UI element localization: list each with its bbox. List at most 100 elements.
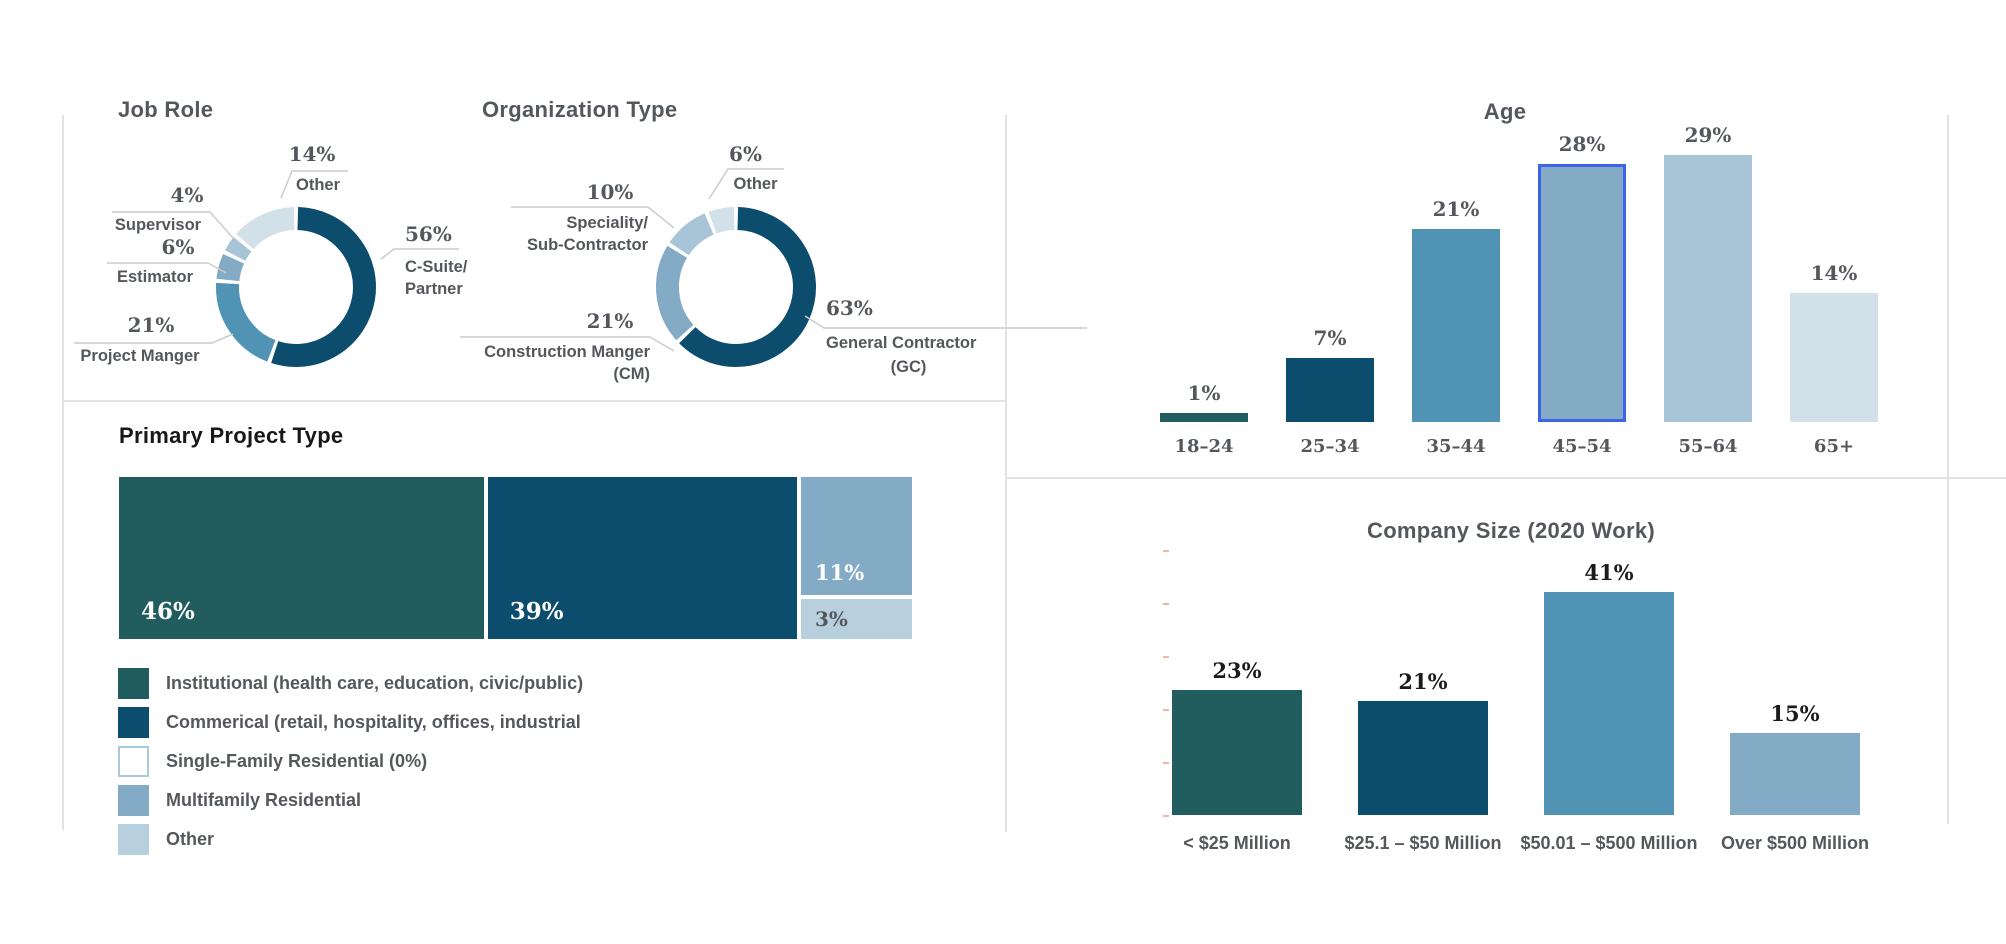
donut-segment-other[interactable] xyxy=(708,207,735,234)
bar-category-label: $25.1 – $50 Million xyxy=(1344,833,1502,853)
donut-segment-construction-manger-cm-[interactable] xyxy=(656,245,694,341)
org-construction-manger-value: 21% xyxy=(586,309,634,333)
primary-project-type-title: Primary Project Type xyxy=(119,423,344,448)
org-speciality-label: Speciality/ Sub-Contractor xyxy=(527,214,648,254)
job-role-c-suite-label: C-Suite/ Partner xyxy=(405,258,468,298)
bar-value-label: 41% xyxy=(1584,560,1634,585)
bar-18-24[interactable] xyxy=(1160,413,1248,422)
bar-45-54[interactable] xyxy=(1538,164,1626,422)
legend-row: Single-Family Residential (0%) xyxy=(118,746,583,777)
donut-segment-estimator[interactable] xyxy=(216,254,245,282)
bar-category-label: 45–54 xyxy=(1552,436,1612,457)
bar-category-label: Over $500 Million xyxy=(1720,833,1870,853)
bar-category-label: 65+ xyxy=(1813,436,1855,457)
bar-category-label: 18–24 xyxy=(1174,436,1234,457)
legend-row: Multifamily Residential xyxy=(118,785,583,816)
organization-type-title: Organization Type xyxy=(482,97,678,122)
primary-project-type-legend: Institutional (health care, education, c… xyxy=(118,668,583,863)
bar--25-million[interactable] xyxy=(1172,690,1302,815)
legend-label: Multifamily Residential xyxy=(166,790,362,810)
legend-label: Institutional (health care, education, c… xyxy=(166,673,584,693)
bar-55-64[interactable] xyxy=(1664,155,1752,422)
bar-value-label: 15% xyxy=(1770,701,1820,726)
bar-value-label: 28% xyxy=(1558,132,1606,156)
stacked-segment-multifamily-residential[interactable]: 11% xyxy=(801,477,913,595)
legend-label: Single-Family Residential (0%) xyxy=(166,751,428,771)
axis-tick xyxy=(1163,815,1169,817)
primary-project-type-stacked-bar: 46% 39% 11% 3% xyxy=(119,477,913,639)
legend-row: Institutional (health care, education, c… xyxy=(118,668,583,699)
donut-segment-project-manger[interactable] xyxy=(216,282,276,362)
panel-separator-left xyxy=(62,400,1005,402)
stacked-segment-institutional-health-care-educ[interactable]: 46% xyxy=(119,477,484,639)
bar-65+[interactable] xyxy=(1790,293,1878,422)
legend-row: Commerical (retail, hospitality, offices… xyxy=(118,707,583,738)
organization-type-donut xyxy=(656,207,816,367)
job-role-other-value: 14% xyxy=(288,142,336,166)
job-role-project-manger-value: 21% xyxy=(127,313,175,337)
job-role-supervisor-value: 4% xyxy=(170,183,204,207)
org-other-label: Other xyxy=(733,175,778,193)
bar-25-34[interactable] xyxy=(1286,358,1374,422)
axis-tick xyxy=(1163,656,1169,658)
panel-border-right xyxy=(1947,115,1949,824)
donut-segment-supervisor[interactable] xyxy=(224,237,252,262)
job-role-c-suite-value: 56% xyxy=(405,222,452,246)
bar-value-label: 7% xyxy=(1313,326,1347,350)
stacked-segment-other[interactable]: 3% xyxy=(801,599,913,639)
legend-swatch xyxy=(118,824,149,855)
legend-swatch xyxy=(118,668,149,699)
bar-category-label: 25–34 xyxy=(1300,436,1360,457)
panel-border-left xyxy=(62,115,64,830)
bar-value-label: 14% xyxy=(1810,261,1858,285)
job-role-estimator-label: Estimator xyxy=(116,268,194,286)
bar--25-1-50-million[interactable] xyxy=(1358,701,1488,815)
org-general-contractor-suffix: (GC) xyxy=(890,358,927,376)
stacked-segment-value: 39% xyxy=(509,598,564,625)
bar-value-label: 21% xyxy=(1432,197,1480,221)
bar-value-label: 29% xyxy=(1684,123,1732,147)
org-general-contractor-value: 63% xyxy=(826,296,873,320)
bar-value-label: 1% xyxy=(1187,381,1221,405)
age-title: Age xyxy=(1483,99,1527,124)
company-size-title: Company Size (2020 Work) xyxy=(1367,518,1655,543)
org-general-contractor-label: General Contractor xyxy=(826,334,977,352)
legend-swatch xyxy=(118,707,149,738)
job-role-supervisor-label: Supervisor xyxy=(114,216,202,234)
bar-value-label: 21% xyxy=(1398,669,1448,694)
legend-row: Other xyxy=(118,824,583,855)
job-role-estimator-value: 6% xyxy=(161,235,195,259)
stacked-segment-value: 46% xyxy=(141,598,195,625)
bar-category-label: $50.01 – $500 Million xyxy=(1520,833,1698,853)
panel-separator-right xyxy=(1005,477,2006,479)
axis-tick xyxy=(1163,550,1169,552)
job-role-donut xyxy=(216,207,376,367)
axis-tick xyxy=(1163,762,1169,764)
bar-over-500-million[interactable] xyxy=(1730,733,1860,815)
legend-swatch xyxy=(118,746,149,777)
bar-category-label: 55–64 xyxy=(1678,436,1738,457)
stacked-segment-commerical-retail-hospitality-[interactable]: 39% xyxy=(487,477,797,639)
axis-tick xyxy=(1163,709,1169,711)
panel-border-middle xyxy=(1005,115,1007,832)
bar--50-01-500-million[interactable] xyxy=(1544,592,1674,815)
stacked-segment-value: 3% xyxy=(815,607,848,631)
org-other-value: 6% xyxy=(729,142,762,166)
donut-segment-general-contractor-gc-[interactable] xyxy=(679,207,816,367)
donut-segment-speciality-sub-contractor[interactable] xyxy=(669,213,715,256)
axis-tick xyxy=(1163,603,1169,605)
donut-segment-c-suite-partner[interactable] xyxy=(271,207,376,367)
legend-label: Other xyxy=(166,829,215,849)
job-role-other-label: Other xyxy=(295,176,340,194)
stacked-segment-value: 11% xyxy=(815,560,865,585)
stacked-tail-column: 11% 3% xyxy=(801,477,913,639)
legend-swatch xyxy=(118,785,149,816)
job-role-project-manger-label: Project Manger xyxy=(80,347,200,365)
bar-category-label: < $25 Million xyxy=(1183,833,1291,853)
bar-value-label: 23% xyxy=(1212,658,1262,683)
job-role-title: Job Role xyxy=(118,97,214,122)
bar-category-label: 35–44 xyxy=(1426,436,1486,457)
bar-35-44[interactable] xyxy=(1412,229,1500,422)
donut-segment-other[interactable] xyxy=(236,207,295,250)
